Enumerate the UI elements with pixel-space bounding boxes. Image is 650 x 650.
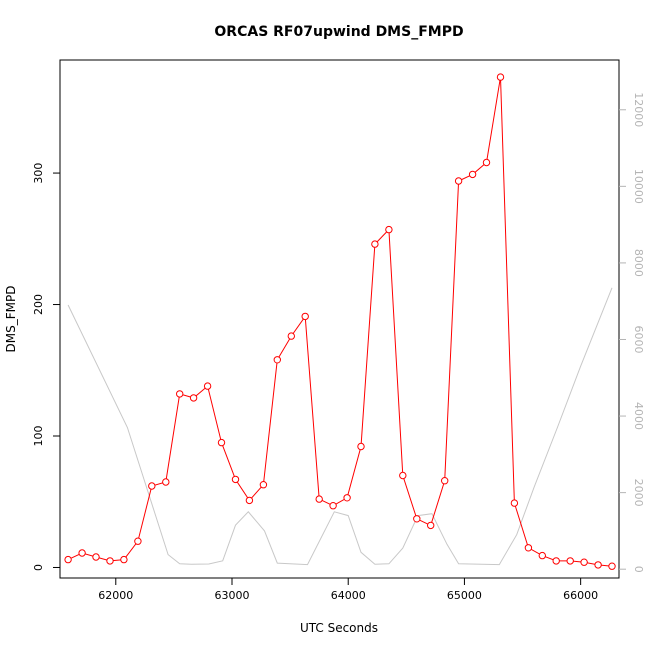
y-axis-label: DMS_FMPD [4,286,18,353]
series-1-point [482,158,491,167]
series-1-point [106,557,114,565]
series-1-point [203,382,212,390]
series-1-point [580,558,588,566]
series-1-point [566,557,574,565]
series-2-line [67,287,613,566]
series-1-point [148,482,156,490]
series-1-point [245,496,254,505]
series-1-point [92,553,100,561]
series-1-point [259,481,268,489]
series-1-point [301,312,309,321]
series-1-point [510,499,519,507]
y2-tick-label: 10000 [632,169,645,204]
x-tick-label: 63000 [215,589,250,602]
series-1-point [385,225,393,234]
series-1-group [64,73,616,570]
x-tick-label: 66000 [563,589,598,602]
series-1-point [287,332,295,340]
series-1-point [608,562,616,570]
y2-tick-label: 2000 [632,479,645,507]
x-axis-label: UTC Seconds [300,621,378,635]
series-1-point [468,170,477,179]
series-1-point [176,390,184,398]
series-1-point [189,394,198,402]
x-tick-label: 64000 [331,589,366,602]
series-1-point [162,478,170,486]
series-1-point [329,502,337,510]
x-axis: 62000 63000 64000 65000 66000 [98,577,598,602]
series-1-point [399,471,407,480]
series-1-point [134,537,142,545]
y-tick-label: 300 [32,163,45,184]
series-1-point [371,240,379,248]
series-1-point [496,73,505,81]
x-tick-label: 65000 [447,589,482,602]
y2-tick-label: 0 [632,566,645,573]
y2-tick-label: 12000 [632,92,645,127]
chart-title: ORCAS RF07upwind DMS_FMPD [214,24,463,40]
series-1-point [594,561,602,569]
x-tick-label: 62000 [98,589,133,602]
series-1-point [552,557,560,565]
series-2-group [67,287,613,566]
y-tick-label: 0 [32,564,45,571]
series-1-point [273,356,281,364]
series-1-point [78,549,86,557]
series-1-point [524,544,533,552]
series-1-point [64,555,72,564]
series-1-point [413,515,421,523]
series-1-point [231,475,240,484]
series-1-point [120,555,128,564]
series-1-point [217,438,226,447]
y2-tick-label: 6000 [632,325,645,353]
y2-axis: 0 2000 4000 6000 8000 10000 12000 [619,92,645,573]
series-1-point [538,551,546,560]
series-1-line [67,77,613,567]
series-1-point [454,177,463,185]
series-1-point [427,521,435,530]
y-tick-label: 200 [32,294,45,315]
series-1-point [357,442,365,451]
y-axis: 0 100 200 300 [32,163,60,571]
series-1-point [315,495,323,503]
series-1-point [441,477,449,485]
y2-tick-label: 4000 [632,402,645,430]
y2-tick-label: 8000 [632,249,645,277]
y-tick-label: 100 [32,426,45,447]
series-1-point [343,494,351,502]
